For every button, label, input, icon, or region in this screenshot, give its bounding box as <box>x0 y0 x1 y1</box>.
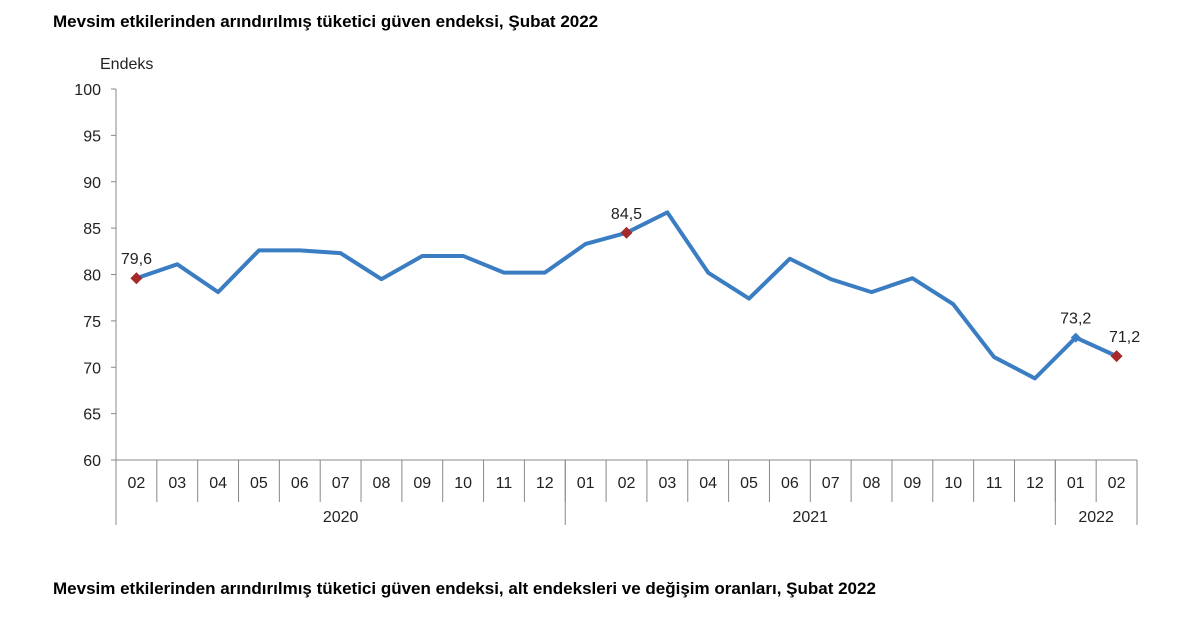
y-tick-label: 85 <box>83 221 101 238</box>
y-tick-label: 90 <box>83 175 101 192</box>
data-label: 73,2 <box>1060 311 1091 328</box>
year-label: 2020 <box>323 509 359 526</box>
x-tick-label: 02 <box>1108 475 1126 492</box>
y-tick-label: 70 <box>83 360 101 377</box>
x-tick-label: 10 <box>944 475 962 492</box>
y-tick-label: 100 <box>74 82 101 99</box>
y-tick-label: 65 <box>83 407 101 424</box>
x-tick-label: 03 <box>168 475 186 492</box>
x-tick-label: 05 <box>250 475 268 492</box>
y-tick-label: 60 <box>83 453 101 470</box>
x-tick-label: 03 <box>658 475 676 492</box>
year-label: 2021 <box>792 509 828 526</box>
x-tick-label: 09 <box>903 475 921 492</box>
y-tick-label: 80 <box>83 268 101 285</box>
data-point-marker <box>130 272 143 285</box>
data-label: 79,6 <box>121 251 152 268</box>
data-point-marker <box>620 226 633 239</box>
y-tick-label: 75 <box>83 314 101 331</box>
x-tick-label: 05 <box>740 475 758 492</box>
data-label: 71,2 <box>1109 329 1140 346</box>
x-tick-label: 08 <box>373 475 391 492</box>
x-tick-label: 10 <box>454 475 472 492</box>
year-label: 2022 <box>1078 509 1114 526</box>
x-tick-label: 12 <box>536 475 554 492</box>
footer-title: Mevsim etkilerinden arındırılmış tüketic… <box>53 579 876 598</box>
x-tick-label: 11 <box>496 475 513 492</box>
data-label: 84,5 <box>611 206 642 223</box>
x-tick-label: 02 <box>618 475 636 492</box>
x-tick-label: 11 <box>986 475 1003 492</box>
x-tick-label: 07 <box>822 475 840 492</box>
x-tick-label: 01 <box>577 475 595 492</box>
data-point-marker <box>1110 350 1123 363</box>
chart-title: Mevsim etkilerinden arındırılmış tüketic… <box>53 12 599 31</box>
data-point-marker <box>1070 332 1081 343</box>
y-axis-label: Endeks <box>100 56 153 73</box>
x-tick-label: 12 <box>1026 475 1044 492</box>
y-tick-label: 95 <box>83 128 101 145</box>
x-tick-label: 04 <box>209 475 227 492</box>
x-tick-label: 08 <box>863 475 881 492</box>
x-tick-label: 06 <box>781 475 799 492</box>
x-tick-label: 01 <box>1067 475 1085 492</box>
x-tick-label: 07 <box>332 475 350 492</box>
x-tick-label: 02 <box>128 475 146 492</box>
x-tick-label: 09 <box>413 475 431 492</box>
x-tick-label: 06 <box>291 475 309 492</box>
x-tick-label: 04 <box>699 475 717 492</box>
